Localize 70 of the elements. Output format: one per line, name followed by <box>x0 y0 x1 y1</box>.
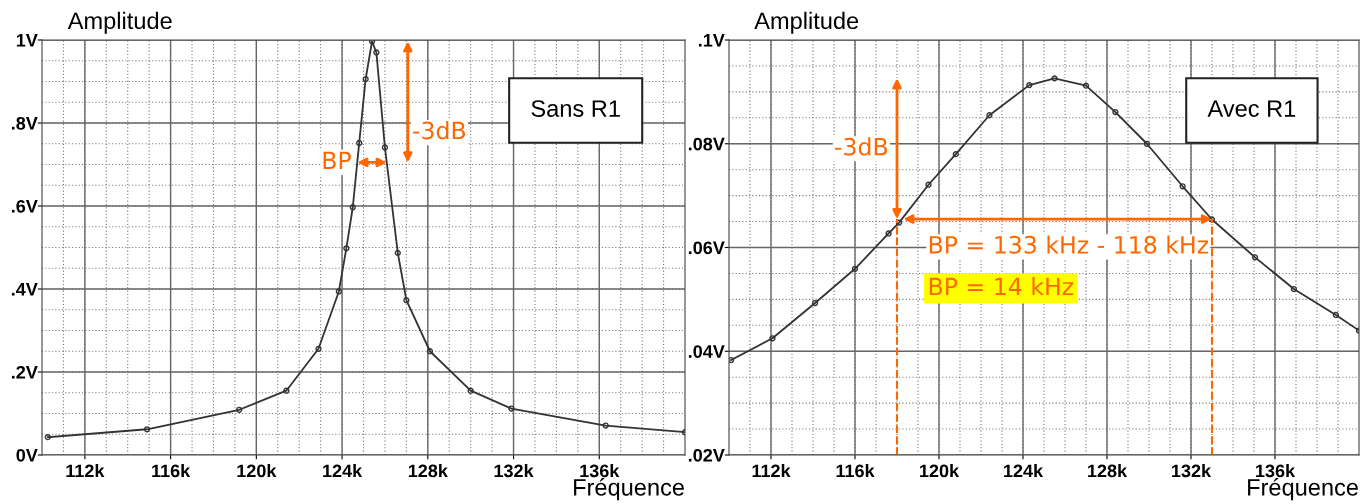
y-tick-label: .8V <box>11 116 38 130</box>
annotation: BP = 14 kHz <box>929 277 1074 296</box>
point <box>851 265 859 272</box>
point <box>373 49 380 56</box>
point <box>143 426 151 433</box>
y-tick-label: .08V <box>688 137 725 151</box>
x-axis-title: Fréquence <box>1248 478 1358 501</box>
y-tick-label: .1V <box>698 34 725 47</box>
point <box>1251 254 1259 261</box>
point <box>1332 311 1340 319</box>
point <box>1143 140 1151 147</box>
x-tick-label: 128k <box>1088 464 1128 478</box>
point <box>335 288 342 295</box>
x-axis-title: Fréquence <box>574 478 684 501</box>
x-tick-label: 124k <box>1004 464 1044 478</box>
x-tick-label: 120k <box>920 464 960 478</box>
x-tick-label: 112k <box>66 464 105 478</box>
point <box>1051 75 1058 82</box>
point <box>467 387 474 394</box>
point <box>394 249 401 257</box>
line-series <box>729 75 1359 364</box>
x-tick-label: 124k <box>323 464 363 478</box>
y-axis-title: Amplitude <box>754 11 859 34</box>
x-tick-label: 136k <box>1256 464 1296 478</box>
point <box>426 348 434 355</box>
y-tick-label: .02V <box>688 448 725 462</box>
point <box>343 245 350 252</box>
point <box>349 204 356 211</box>
y-tick-label: 1V <box>16 34 38 47</box>
x-tick-label: 132k <box>494 464 534 478</box>
x-tick-label: 120k <box>237 464 277 478</box>
point <box>1082 82 1090 89</box>
point <box>602 422 609 429</box>
x-tick-label: 116k <box>836 464 875 478</box>
point <box>44 434 51 441</box>
y-tick-label: .2V <box>11 365 38 379</box>
point <box>283 387 290 394</box>
annotation: BP = 133 kHz - 118 kHz <box>929 235 1209 254</box>
point <box>381 144 389 151</box>
point <box>769 335 776 342</box>
point <box>1026 82 1033 89</box>
x-tick-label: 132k <box>1172 464 1212 478</box>
point <box>1112 108 1119 116</box>
point <box>1290 285 1298 293</box>
point <box>952 150 959 158</box>
annotation: -3dB <box>835 137 887 156</box>
annotation: -3dB <box>413 121 466 140</box>
point <box>315 345 322 352</box>
y-axis-title: Amplitude <box>67 11 172 34</box>
annotation: Avec R1 <box>1207 100 1296 117</box>
point <box>236 406 243 413</box>
x-tick-label: 128k <box>408 464 448 478</box>
point <box>356 139 363 147</box>
annotation: Sans R1 <box>531 100 620 117</box>
point <box>925 181 932 188</box>
y-tick-label: .4V <box>11 283 38 296</box>
x-tick-label: 116k <box>152 464 191 478</box>
point <box>885 230 892 237</box>
y-tick-label: 0V <box>16 448 38 462</box>
point <box>986 112 993 119</box>
point <box>811 299 819 307</box>
x-tick-label: 112k <box>752 464 791 478</box>
point <box>403 297 410 304</box>
point <box>508 405 515 412</box>
y-tick-label: .6V <box>11 199 38 213</box>
y-tick-label: .06V <box>688 241 725 255</box>
point <box>1179 183 1186 190</box>
y-tick-label: .04V <box>688 345 725 358</box>
annotation: BP <box>323 151 351 169</box>
x-tick-label: 136k <box>580 464 620 478</box>
